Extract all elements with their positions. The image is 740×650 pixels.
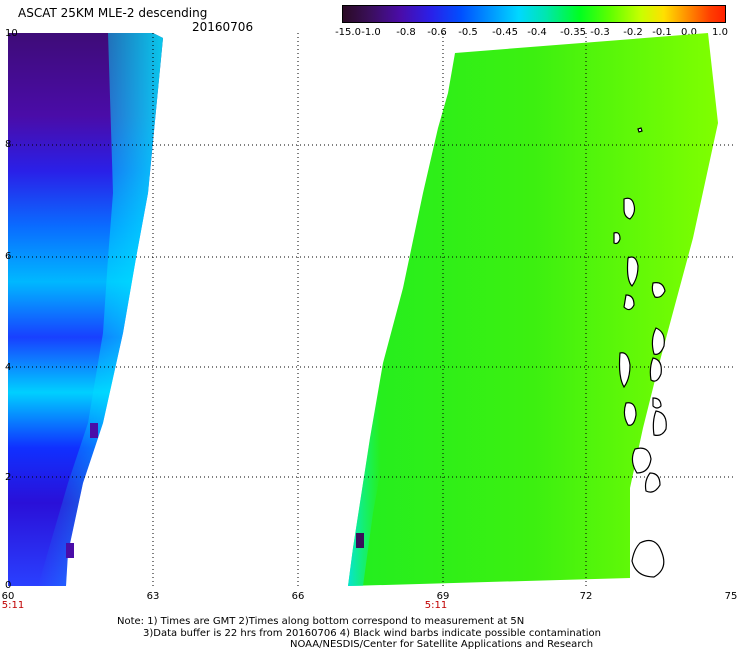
y-axis-label: 4 (5, 362, 12, 373)
colorbar-tick: -0.1 (652, 27, 672, 38)
right-swath-edge (348, 51, 478, 586)
colorbar-tick: -0.5 (458, 27, 478, 38)
y-axis-label: 6 (5, 251, 12, 262)
x-axis-label: 66 (291, 591, 305, 602)
pass-time-label: 5:11 (1, 600, 25, 611)
x-axis-label: 72 (579, 591, 593, 602)
map-grid (8, 33, 735, 586)
colorbar-tick: -1.0 (361, 27, 381, 38)
footer-credit: NOAA/NESDIS/Center for Satellite Applica… (290, 639, 594, 650)
colorbar (342, 5, 726, 23)
footer-note-line1: Note: 1) Times are GMT 2)Times along bot… (117, 616, 525, 627)
colorbar-tick: 1.0 (712, 27, 728, 38)
y-axis-label: 0 (5, 580, 12, 591)
colorbar-tick: -15.0 (335, 27, 361, 38)
colorbar-tick: -0.45 (492, 27, 518, 38)
colorbar-tick: -0.8 (396, 27, 416, 38)
product-title: ASCAT 25KM MLE-2 descending (18, 6, 208, 20)
y-axis-label: 2 (5, 472, 12, 483)
footer-note-line2: 3)Data buffer is 22 hrs from 20160706 4)… (143, 628, 601, 639)
pass-time-label: 5:11 (424, 600, 448, 611)
left-swath-edge (38, 33, 163, 586)
colorbar-tick: -0.2 (623, 27, 643, 38)
missing-pixel (90, 423, 98, 438)
x-axis-label: 69 (436, 591, 450, 602)
colorbar-tick: -0.6 (427, 27, 447, 38)
x-axis-label: 75 (724, 591, 738, 602)
coastline (613, 127, 667, 578)
colorbar-tick: -0.35 (560, 27, 586, 38)
map-plot (8, 33, 735, 586)
missing-pixel (356, 533, 364, 548)
missing-pixel (66, 543, 74, 558)
colorbar-tick: -0.4 (527, 27, 547, 38)
y-axis-label: 10 (5, 28, 18, 39)
x-axis-label: 60 (1, 591, 15, 602)
y-axis-label: 8 (5, 139, 12, 150)
colorbar-tick: 0.0 (681, 27, 697, 38)
product-date: 20160706 (192, 20, 254, 34)
x-axis-label: 63 (146, 591, 160, 602)
colorbar-tick: -0.3 (590, 27, 610, 38)
